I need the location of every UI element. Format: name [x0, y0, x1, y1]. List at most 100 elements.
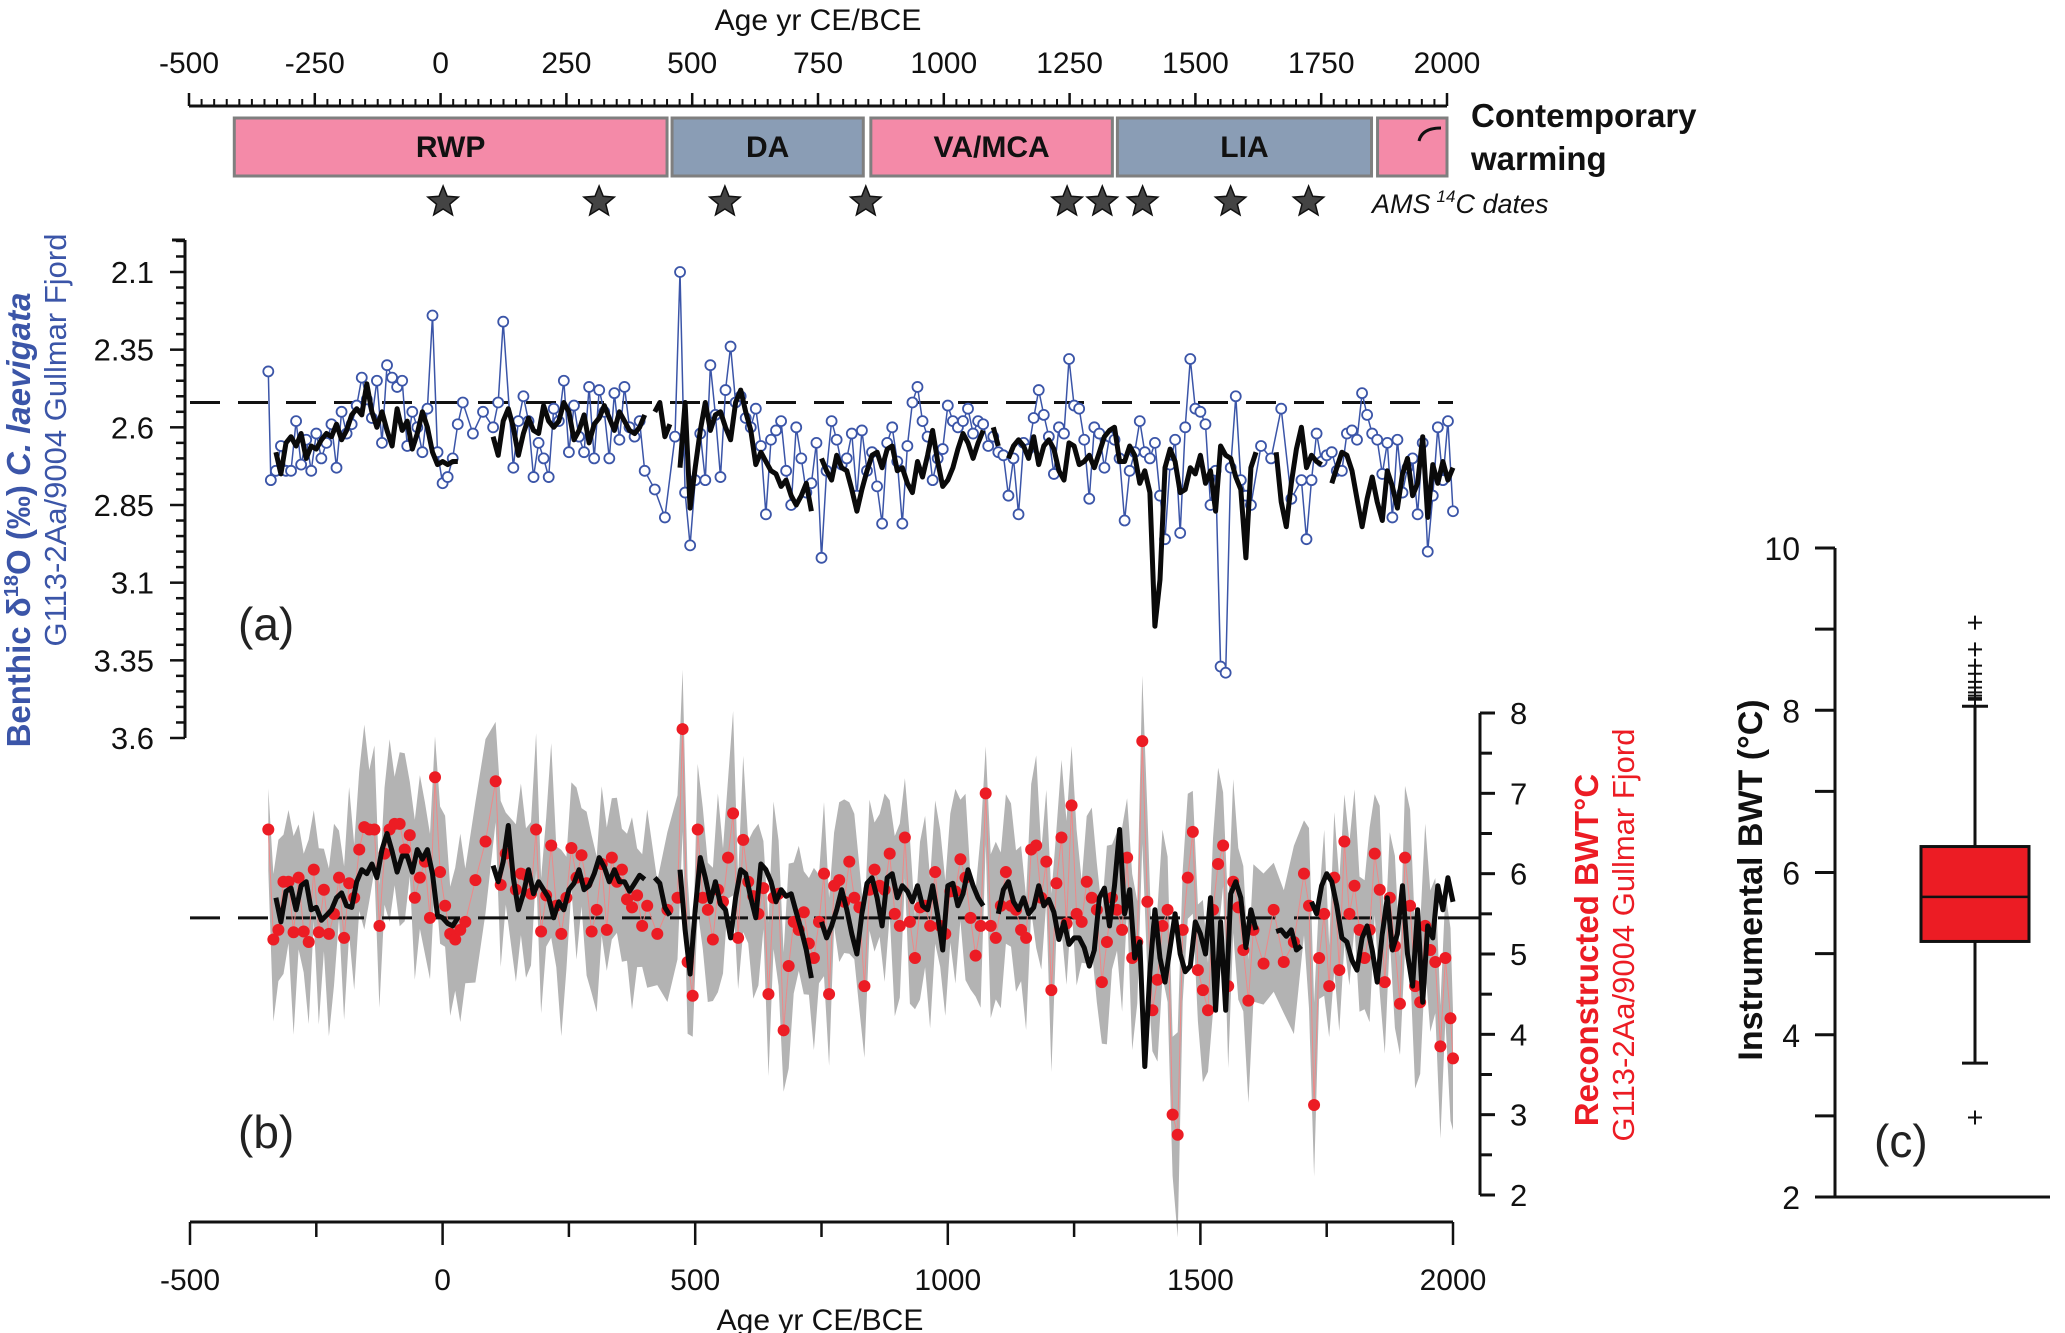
panel-a-data-point — [517, 390, 530, 403]
panel-a-data-point — [815, 551, 828, 564]
panel-b-data-point — [565, 841, 578, 854]
panel-b-data-point — [1151, 973, 1164, 986]
top-axis-tick-label: 500 — [667, 47, 717, 80]
panel-a-smoothed-series — [273, 381, 1456, 629]
panel-a-tick-label: 3.6 — [111, 721, 154, 756]
panel-a-data-point — [1027, 412, 1040, 424]
panel-b-data-point — [1444, 1012, 1457, 1025]
panel-b-data-point — [1297, 867, 1310, 880]
panel-b-data-point — [732, 931, 745, 944]
panel-a-data-point — [355, 371, 368, 384]
panel-a-data-point — [1063, 353, 1075, 365]
panel-b-data-point — [964, 911, 977, 924]
ams-dates-label: AMS 14C dates — [1370, 187, 1549, 219]
panel-b-data-point — [449, 933, 462, 946]
panel-a-data-point — [896, 517, 909, 530]
panel-b-data-point — [868, 863, 881, 876]
panel-a-data-point — [1118, 514, 1131, 527]
panel-a-data-point — [1300, 533, 1313, 546]
panel-b-data-point — [1368, 847, 1381, 860]
star-icon — [1125, 183, 1160, 217]
panel-a-data-point — [618, 381, 631, 393]
panel-b-data-point — [439, 899, 452, 912]
panel-b-data-point — [535, 925, 548, 938]
panel-a-data-point — [936, 443, 949, 455]
panel-b-data-point — [600, 923, 613, 936]
panel-a-data-point — [532, 436, 545, 449]
panel-b-tick-label: 3 — [1510, 1098, 1527, 1133]
panel-c: 2 4 6 8 10 (c) Instrumental BWT (°C) — [1732, 531, 2050, 1216]
panel-a-data-point — [876, 517, 889, 530]
panel-b-data-point — [393, 817, 406, 830]
panel-b-data-point — [398, 843, 411, 856]
panel-a-data-point — [1073, 402, 1086, 415]
panel-a-data-point — [1037, 409, 1050, 421]
panel-c-box — [1919, 845, 2031, 943]
panel-b-data-point — [1267, 903, 1280, 916]
ams-dates-stars — [425, 183, 1326, 217]
panel-a-data-point — [658, 511, 671, 524]
panel-b-data-point — [1399, 851, 1412, 864]
bottom-age-axis: Age yr CE/BCE -500 0 500 1000 1500 2000 — [160, 1220, 1486, 1333]
panel-b-data-point — [999, 866, 1012, 879]
top-age-axis: Age yr CE/BCE -500 -250 0 250 500 750 1000 1250… — [159, 4, 1480, 108]
panel-b-data-point — [1378, 976, 1391, 989]
panel-a-data-point — [1179, 421, 1192, 434]
panel-b-data-point — [1429, 956, 1442, 969]
panel-a-data-point — [760, 508, 772, 521]
panel-b-tick-label: 6 — [1510, 857, 1527, 892]
panel-b-data-point — [1343, 907, 1356, 920]
panel-b-data-point — [1161, 903, 1174, 916]
panel-b-data-point — [459, 915, 472, 928]
panel-b-data-point — [984, 919, 997, 932]
panel-a-data-point — [704, 359, 717, 372]
panel-b-data-point — [1095, 976, 1108, 989]
panel-b-tick-label: 8 — [1510, 696, 1527, 731]
panel-a-data-point — [962, 402, 974, 415]
panel-b-data-point — [1318, 907, 1331, 920]
panel-b-data-point — [322, 927, 335, 940]
panel-a-data-point — [467, 427, 479, 440]
panel-b-data-point — [969, 949, 982, 962]
panel-a-data-point — [638, 464, 651, 477]
panel-b-data-point — [403, 829, 416, 842]
ams-text: AMS — [1370, 189, 1431, 219]
star-icon — [848, 183, 883, 217]
bottom-axis-tick-label: 500 — [670, 1264, 720, 1297]
panel-b-data-point — [287, 926, 300, 939]
panel-b-data-point — [1242, 994, 1255, 1007]
panel-a-data-point — [1391, 433, 1404, 446]
panel-a-smoothed-line — [490, 400, 648, 458]
panel-b-data-point — [585, 925, 598, 938]
panel-a-data-point — [371, 374, 383, 387]
panel-b-data-point — [1181, 871, 1194, 884]
top-axis-tick-label: -250 — [285, 47, 345, 80]
panel-b-data-point — [1393, 997, 1406, 1010]
panel-b-data-point — [590, 903, 603, 916]
panel-b-smoothed-line — [819, 867, 986, 957]
panel-b-data-point — [545, 839, 558, 852]
panel-a-data-point — [492, 396, 505, 409]
panel-a-data-point — [1058, 427, 1070, 440]
panel-b-data-point — [575, 849, 588, 862]
panel-a-data-point — [335, 405, 348, 418]
panel-b-data-point — [706, 933, 719, 946]
panel-a-data-point — [1219, 666, 1232, 679]
top-axis-title: Age yr CE/BCE — [715, 4, 922, 37]
panel-b-data-point — [807, 952, 820, 965]
panel-a-data-point — [1143, 452, 1156, 465]
panel-b-data-point — [368, 823, 381, 836]
panel-b-data-point — [302, 935, 315, 948]
panel-b-data-point — [727, 807, 740, 820]
panel-b-data-point — [641, 899, 654, 912]
panel-a-data-point — [982, 440, 995, 452]
panel-a-smoothed-line — [1006, 424, 1259, 629]
bottom-axis-tick-label: -500 — [160, 1264, 220, 1297]
panel-a-data-point — [1184, 353, 1197, 365]
panel-a-data-point — [1275, 402, 1288, 415]
star-icon — [1085, 183, 1120, 217]
panel-a-data-point — [537, 452, 550, 465]
panel-a-data-point — [669, 430, 681, 443]
contemporary-warming-leader — [1417, 126, 1442, 142]
panel-c-tick-label: 4 — [1782, 1018, 1800, 1054]
